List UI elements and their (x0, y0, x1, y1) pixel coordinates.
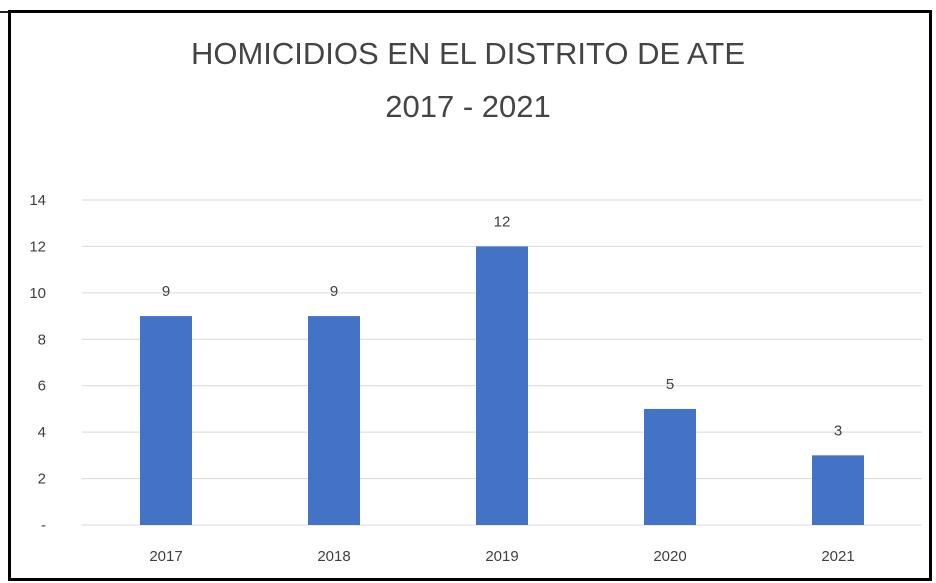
y-tick-label: 8 (38, 331, 46, 348)
data-label-2019: 12 (494, 213, 511, 230)
data-label-2021: 3 (834, 422, 842, 439)
x-tick-label-2020: 2020 (653, 548, 686, 565)
bar-2020 (644, 409, 696, 525)
data-label-2018: 9 (330, 283, 338, 300)
x-axis-tick-labels: 2017 2018 2019 2020 2021 (149, 548, 854, 565)
data-label-2020: 5 (666, 376, 674, 393)
y-tick-label: 12 (29, 238, 46, 255)
y-tick-label: 10 (29, 285, 46, 302)
bar-2017 (140, 316, 192, 525)
y-tick-label: 14 (29, 192, 46, 209)
bar-2018 (308, 316, 360, 525)
x-tick-label-2017: 2017 (149, 548, 182, 565)
y-tick-label: - (41, 517, 46, 534)
x-tick-label-2018: 2018 (317, 548, 350, 565)
data-label-2017: 9 (162, 283, 170, 300)
y-tick-label: 4 (38, 424, 46, 441)
bar-2021 (812, 455, 864, 525)
y-axis-tick-labels: - 2 4 6 8 10 12 14 (29, 192, 46, 534)
bar-2019 (476, 246, 528, 525)
y-tick-label: 6 (38, 378, 46, 395)
x-tick-label-2019: 2019 (485, 548, 518, 565)
x-tick-label-2021: 2021 (821, 548, 854, 565)
y-tick-label: 2 (38, 471, 46, 488)
